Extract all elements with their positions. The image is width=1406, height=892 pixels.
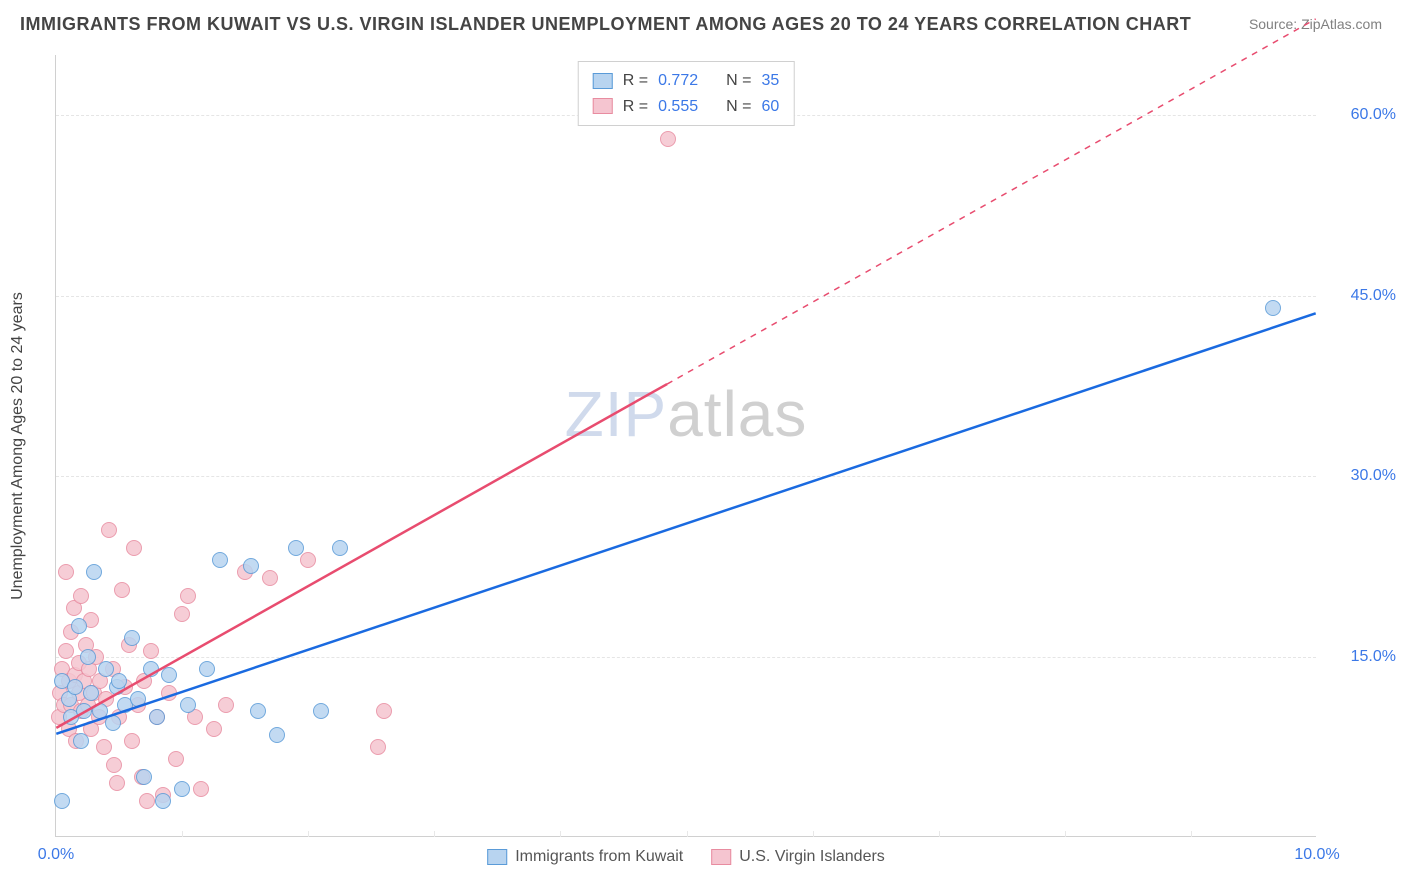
y-axis-label: Unemployment Among Ages 20 to 24 years	[9, 292, 27, 600]
swatch-series-1	[487, 849, 507, 865]
y-tick-label: 45.0%	[1326, 287, 1396, 305]
legend-row-series-1: R = 0.772 N = 35	[593, 68, 780, 94]
trend-line	[56, 313, 1315, 734]
x-tick-label: 0.0%	[38, 846, 74, 864]
y-tick-label: 15.0%	[1326, 648, 1396, 666]
legend-row-series-2: R = 0.555 N = 60	[593, 94, 780, 120]
legend-item-1: Immigrants from Kuwait	[487, 848, 683, 866]
r-label: R =	[623, 68, 648, 94]
trend-line-solid	[56, 384, 667, 728]
n-value-2: 60	[761, 94, 779, 120]
n-value-1: 35	[761, 68, 779, 94]
swatch-series-2	[593, 98, 613, 114]
legend-item-2: U.S. Virgin Islanders	[711, 848, 885, 866]
y-tick-label: 30.0%	[1326, 467, 1396, 485]
plot-area: ZIPatlas R = 0.772 N = 35 R = 0.555 N = …	[55, 55, 1316, 837]
legend-label-2: U.S. Virgin Islanders	[739, 848, 885, 866]
legend-correlation: R = 0.772 N = 35 R = 0.555 N = 60	[578, 61, 795, 126]
legend-label-1: Immigrants from Kuwait	[515, 848, 683, 866]
n-label: N =	[726, 68, 751, 94]
y-tick-label: 60.0%	[1326, 106, 1396, 124]
r-label: R =	[623, 94, 648, 120]
n-label: N =	[726, 94, 751, 120]
r-value-2: 0.555	[658, 94, 698, 120]
r-value-1: 0.772	[658, 68, 698, 94]
chart-title: IMMIGRANTS FROM KUWAIT VS U.S. VIRGIN IS…	[20, 14, 1191, 35]
source-label: Source: ZipAtlas.com	[1249, 16, 1382, 32]
swatch-series-2	[711, 849, 731, 865]
swatch-series-1	[593, 73, 613, 89]
legend-bottom: Immigrants from Kuwait U.S. Virgin Islan…	[487, 848, 885, 866]
x-tick-label: 10.0%	[1294, 846, 1339, 864]
trend-lines	[56, 55, 1316, 836]
